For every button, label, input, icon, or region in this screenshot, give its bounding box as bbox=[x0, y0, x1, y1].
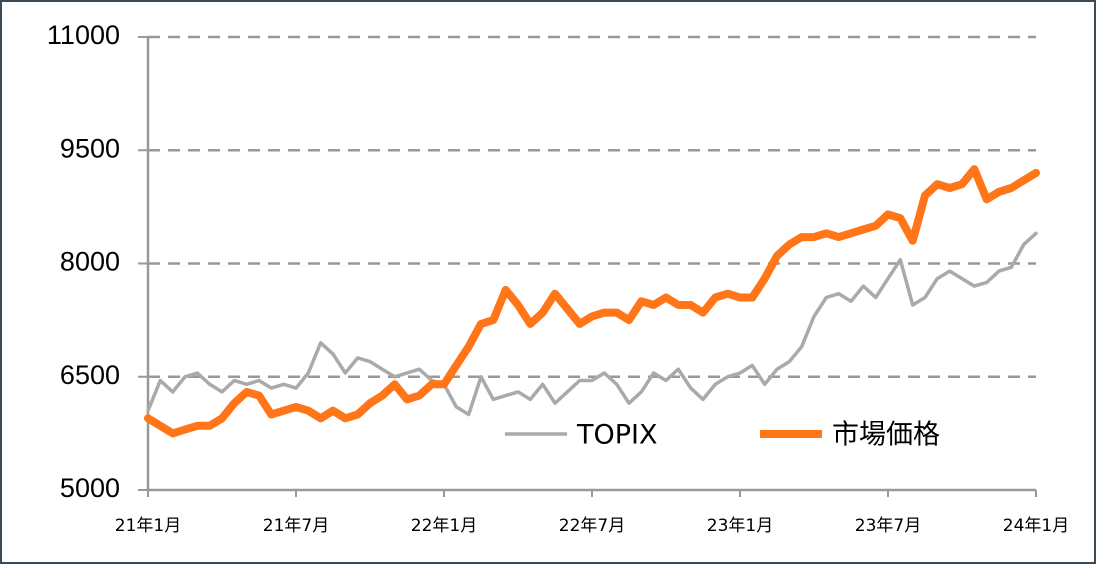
legend-label: TOPIX bbox=[576, 420, 658, 451]
y-tick-label: 8000 bbox=[60, 247, 120, 277]
series-line bbox=[144, 165, 1040, 438]
x-tick-label: 21年7月 bbox=[263, 516, 329, 536]
y-tick-label: 11000 bbox=[47, 20, 120, 50]
x-tick-label: 22年1月 bbox=[411, 516, 477, 536]
series-line bbox=[146, 231, 1038, 417]
x-tick-label: 21年1月 bbox=[115, 516, 181, 536]
y-tick-label: 9500 bbox=[60, 133, 120, 163]
x-tick-label: 23年7月 bbox=[855, 516, 921, 536]
y-tick-label: 6500 bbox=[60, 360, 120, 390]
x-tick-label: 22年7月 bbox=[559, 516, 625, 536]
y-tick-label: 5000 bbox=[60, 473, 120, 503]
x-tick-label: 23年1月 bbox=[707, 516, 773, 536]
x-tick-label: 24年1月 bbox=[1003, 516, 1069, 536]
legend-label: 市場価格 bbox=[832, 420, 940, 451]
